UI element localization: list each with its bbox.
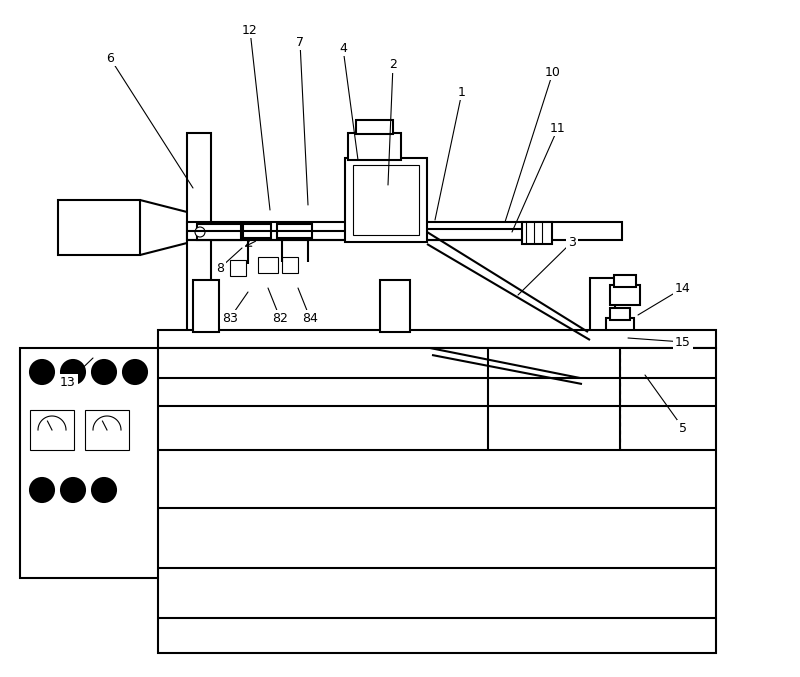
Text: 6: 6	[106, 51, 114, 64]
Circle shape	[30, 360, 54, 384]
Bar	[30, 410, 74, 450]
Bar	[258, 257, 278, 273]
Bar	[356, 120, 393, 134]
Circle shape	[30, 478, 54, 502]
Text: 12: 12	[242, 24, 258, 37]
Circle shape	[92, 478, 116, 502]
Text: 15: 15	[675, 336, 691, 349]
Bar	[590, 278, 615, 346]
Circle shape	[123, 360, 147, 384]
Bar	[345, 158, 427, 242]
Bar	[282, 257, 298, 273]
Bar	[348, 133, 401, 160]
Circle shape	[195, 227, 205, 237]
Bar	[193, 280, 219, 332]
Text: 7: 7	[296, 35, 304, 49]
Bar	[610, 308, 630, 320]
Bar	[277, 224, 312, 238]
Bar	[243, 224, 271, 238]
Bar	[58, 200, 140, 255]
Text: 4: 4	[339, 41, 347, 55]
Bar	[610, 285, 640, 305]
Circle shape	[61, 360, 85, 384]
Text: 10: 10	[545, 66, 561, 79]
Text: 1: 1	[458, 85, 466, 98]
Text: 5: 5	[679, 422, 687, 435]
Text: 84: 84	[302, 311, 318, 324]
Bar	[158, 348, 716, 653]
Bar	[20, 348, 162, 578]
Bar	[380, 280, 410, 332]
Bar	[187, 222, 622, 240]
Text: 11: 11	[550, 121, 566, 135]
Bar	[197, 224, 241, 240]
Bar	[614, 275, 636, 287]
Text: 14: 14	[675, 282, 691, 294]
Text: 3: 3	[568, 236, 576, 248]
Circle shape	[61, 478, 85, 502]
Circle shape	[92, 360, 116, 384]
Bar	[230, 260, 246, 276]
Text: 2: 2	[389, 58, 397, 72]
Text: 8: 8	[216, 261, 224, 274]
Bar	[85, 410, 129, 450]
Bar	[353, 165, 419, 235]
Bar	[606, 318, 634, 348]
Text: 83: 83	[222, 311, 238, 324]
Bar	[187, 133, 211, 343]
Text: 13: 13	[60, 376, 76, 389]
Text: 82: 82	[272, 311, 288, 324]
Bar	[522, 222, 552, 244]
Bar	[158, 330, 716, 348]
